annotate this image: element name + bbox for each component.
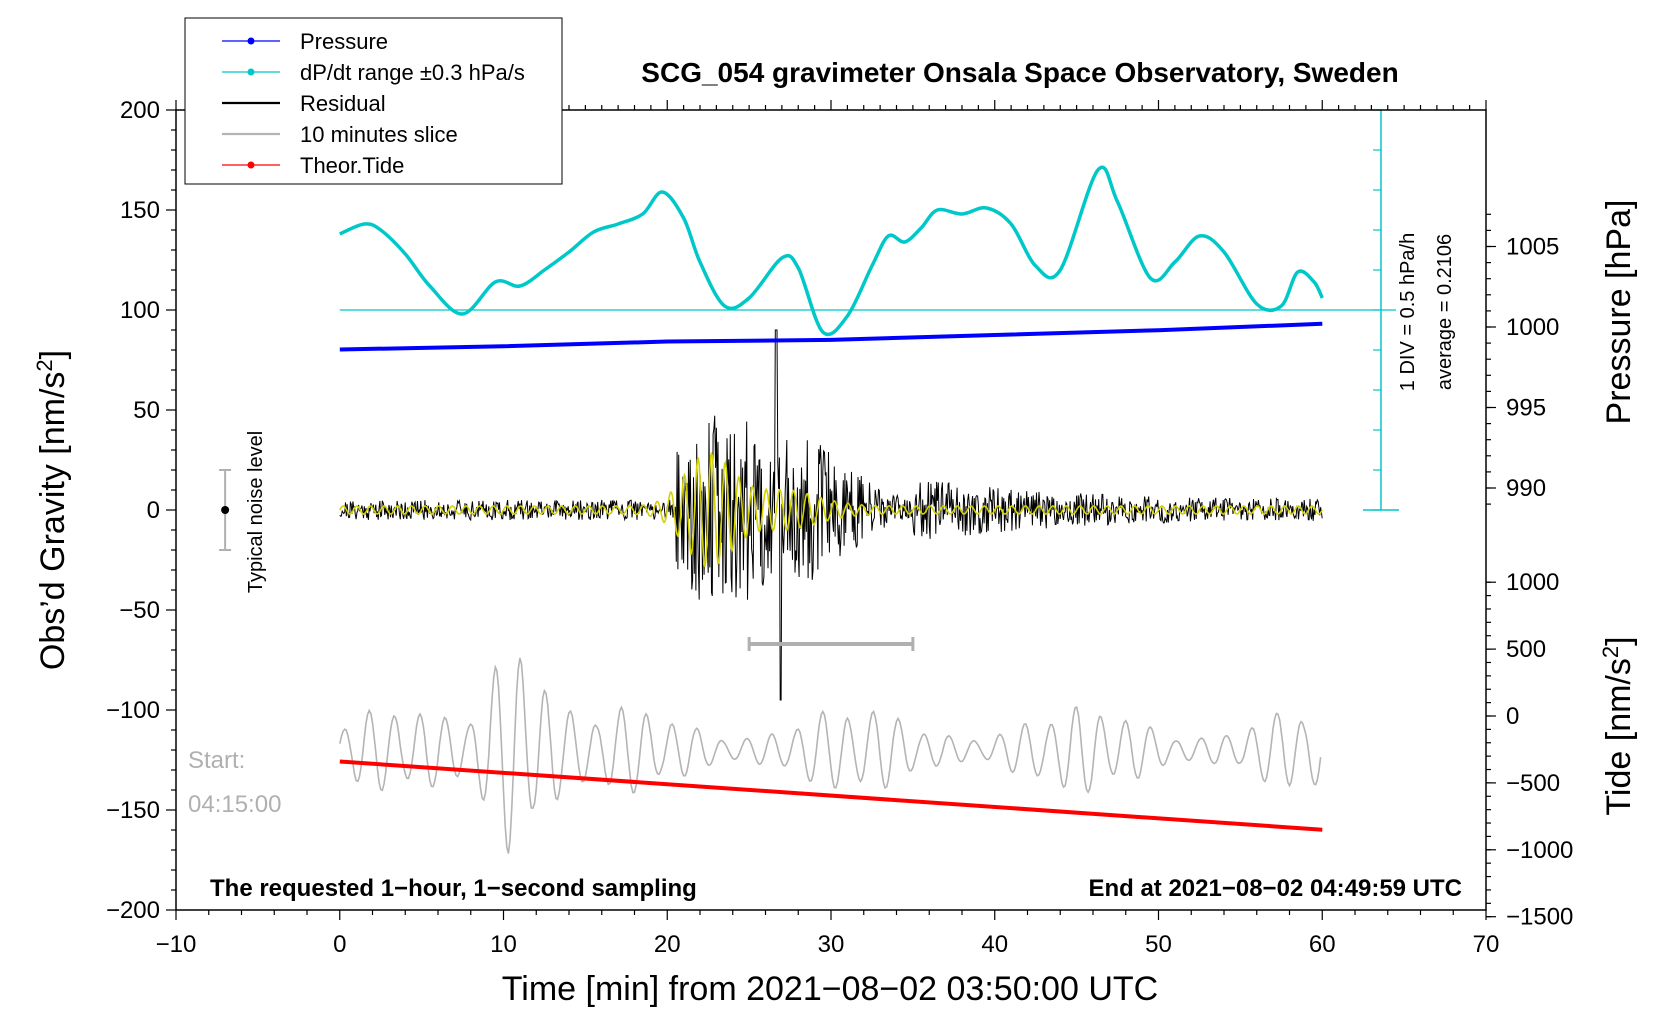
tide-series (339, 759, 1323, 832)
legend: Pressure dP/dt range ±0.3 hPa/s Residual 10… (184, 17, 563, 185)
legend-label: 10 minutes slice (300, 122, 458, 147)
tide-title-end: ] (1600, 636, 1638, 645)
x-axis: −10 0 10 20 30 40 50 60 70 (156, 910, 1500, 958)
x-tick-label: 50 (1145, 931, 1172, 958)
y-left-title-end: ] (34, 350, 72, 359)
y-left-tick-label: −100 (106, 697, 160, 724)
bottom-left-note: The requested 1−hour, 1−second sampling (210, 875, 697, 902)
x-tick-label: 0 (333, 931, 346, 958)
pressure-series (339, 321, 1323, 352)
start-label: Start: (188, 747, 245, 774)
y-left-tick-label: −50 (119, 597, 160, 624)
tide-axis-title: Tide [nm/s2] (1598, 636, 1639, 815)
tide-tick-label: 0 (1506, 703, 1519, 730)
start-time-label: 04:15:00 (188, 791, 281, 818)
tide-title-sup: 2 (1598, 646, 1623, 658)
y-axis-left: 200 150 100 50 0 −50 −100 −150 −200 (106, 97, 176, 924)
y-left-tick-label: 200 (120, 97, 160, 124)
average-label: average = 0.2106 (1434, 234, 1456, 390)
legend-items: Pressure dP/dt range ±0.3 hPa/s Residual 10… (222, 29, 525, 178)
pressure-tick-label: 1000 (1506, 314, 1559, 341)
y-left-title-main: Obs’d Gravity [nm/s (34, 372, 72, 671)
legend-label: Pressure (300, 29, 388, 54)
tide-tick-label: 500 (1506, 636, 1546, 663)
x-tick-label: 10 (490, 931, 517, 958)
y-left-tick-label: 0 (147, 497, 160, 524)
x-tick-label: −10 (156, 931, 197, 958)
legend-label: Theor.Tide (300, 153, 404, 178)
legend-marker (247, 37, 255, 45)
legend-label: Residual (300, 91, 386, 116)
x-tick-label: 30 (818, 931, 845, 958)
pressure-tick-label: 990 (1506, 475, 1546, 502)
filtered-series (339, 452, 1323, 567)
tide-tick-label: −1000 (1506, 837, 1573, 864)
slice-series (339, 657, 1322, 854)
legend-box (184, 17, 563, 185)
dpdt-series (339, 165, 1324, 337)
y-axis-left-title: Obs’d Gravity [nm/s2] (32, 350, 73, 670)
tide-tick-label: −1500 (1506, 904, 1573, 931)
pressure-scale-label: 1 DIV = 0.5 hPa/h (1397, 233, 1419, 391)
bottom-right-note: End at 2021−08−02 04:49:59 UTC (1088, 875, 1462, 902)
x-tick-label: 60 (1309, 931, 1336, 958)
legend-marker (247, 68, 255, 76)
pressure-tick-label: 995 (1506, 395, 1546, 422)
pressure-tick-label: 1005 (1506, 234, 1559, 261)
legend-label: dP/dt range ±0.3 hPa/s (300, 60, 525, 85)
y-left-tick-label: 100 (120, 297, 160, 324)
series-layer (219, 109, 1399, 854)
tide-tick-label: 1000 (1506, 569, 1559, 596)
noise-center-dot (221, 506, 230, 514)
legend-marker (247, 161, 255, 169)
pressure-axis: 1005 1000 995 990 (1486, 213, 1559, 505)
y-left-tick-label: −150 (106, 797, 160, 824)
pressure-axis-title: Pressure [hPa] (1600, 200, 1638, 425)
chart-title: SCG_054 gravimeter Onsala Space Observat… (641, 57, 1398, 88)
tide-axis: 1000 500 0 −500 −1000 −1500 (1486, 569, 1573, 931)
noise-level-label: Typical noise level (245, 431, 267, 593)
x-axis-title: Time [min] from 2021−08−02 03:50:00 UTC (502, 970, 1158, 1008)
y-left-tick-label: −200 (106, 897, 160, 924)
y-left-title-sup: 2 (32, 359, 57, 371)
x-tick-label: 20 (654, 931, 681, 958)
y-left-tick-label: 150 (120, 197, 160, 224)
x-tick-label: 70 (1473, 931, 1500, 958)
tide-tick-label: −500 (1506, 770, 1560, 797)
y-left-tick-label: 50 (133, 397, 160, 424)
tide-title-main: Tide [nm/s (1600, 658, 1638, 815)
x-tick-label: 40 (981, 931, 1008, 958)
